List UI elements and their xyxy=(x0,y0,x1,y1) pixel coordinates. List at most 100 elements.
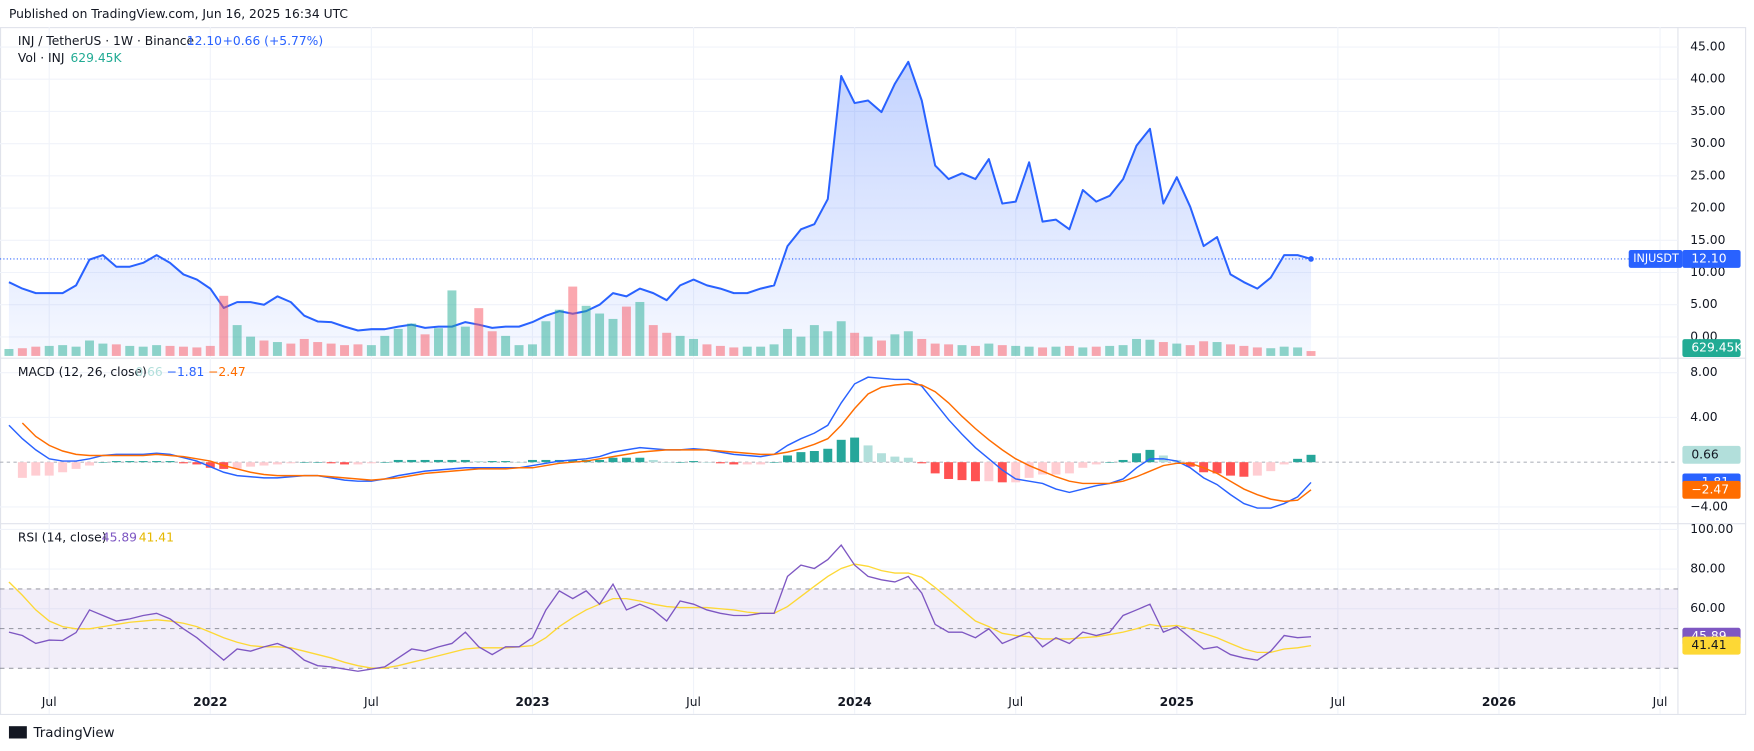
histogram-bar xyxy=(702,462,712,463)
volume-bar xyxy=(930,343,940,356)
volume-bar xyxy=(1078,347,1088,356)
histogram-bar xyxy=(31,462,41,476)
histogram-bar xyxy=(608,457,618,463)
volume-bar xyxy=(85,340,94,356)
volume-bar xyxy=(1306,351,1316,356)
volume-bar xyxy=(675,335,685,356)
volume-bar xyxy=(380,335,390,356)
y-tick-label: 80.00 xyxy=(1690,562,1725,576)
histogram-bar xyxy=(272,462,282,465)
last-price-dot xyxy=(1308,256,1314,262)
last-price-label-box xyxy=(1682,250,1741,268)
volume-bar xyxy=(729,347,739,356)
volume-bar xyxy=(527,344,537,356)
volume-bar xyxy=(326,343,336,356)
histogram-bar xyxy=(1185,462,1195,467)
rsi-value-label: 41.41 xyxy=(1691,638,1726,652)
volume-bar xyxy=(393,328,403,356)
histogram-bar xyxy=(1266,462,1276,472)
histogram-bar xyxy=(1038,462,1048,475)
logo-mark xyxy=(8,726,27,739)
y-tick-label: 60.00 xyxy=(1690,601,1725,615)
volume-bar xyxy=(71,346,81,356)
macd-legend: MACD (12, 26, close) xyxy=(18,365,147,379)
volume-bar xyxy=(501,335,511,356)
macd-value-label-box xyxy=(1682,445,1741,464)
volume-bar xyxy=(31,346,41,356)
histogram-bar xyxy=(299,462,309,463)
histogram-bar xyxy=(783,455,792,463)
volume-bar xyxy=(125,345,135,356)
histogram-bar xyxy=(1078,462,1088,468)
volume-bar xyxy=(474,308,484,356)
histogram-bar xyxy=(877,453,886,463)
volume-bar xyxy=(340,345,350,356)
y-tick-label: 30.00 xyxy=(1690,136,1725,150)
rsi-legend: RSI (14, close) xyxy=(18,531,107,545)
histogram-bar xyxy=(595,459,605,463)
histogram-bar xyxy=(326,462,336,464)
histogram-bar xyxy=(407,459,417,463)
histogram-bar xyxy=(1011,462,1021,483)
price-change: +0.66 (+5.77%) xyxy=(223,34,324,48)
volume-bar xyxy=(178,346,188,356)
volume-bar xyxy=(1105,345,1115,356)
histogram-bar xyxy=(823,448,833,463)
volume-bar xyxy=(715,345,725,356)
volume-bar xyxy=(434,328,443,356)
histogram-bar xyxy=(380,462,390,463)
histogram-bar xyxy=(501,461,511,463)
volume-bar xyxy=(984,343,994,356)
histogram-bar xyxy=(1226,462,1235,476)
volume-bar xyxy=(420,334,430,356)
histogram-bar xyxy=(541,459,551,463)
volume-bar xyxy=(407,323,417,356)
volume-bar xyxy=(192,347,202,356)
x-tick-label: Jul xyxy=(1007,695,1023,709)
histogram-bar xyxy=(313,462,323,463)
histogram-bar xyxy=(98,462,108,463)
volume-bar xyxy=(460,326,470,356)
x-tick-label: 2026 xyxy=(1482,695,1516,709)
volume-bar xyxy=(286,343,296,356)
rsi-value: 45.89 xyxy=(102,531,137,545)
volume-bar xyxy=(219,295,229,356)
published-note: Published on TradingView.com, Jun 16, 20… xyxy=(9,7,348,21)
histogram-bar xyxy=(17,462,27,478)
symbol-box xyxy=(1628,250,1683,268)
histogram-bar xyxy=(1145,449,1155,463)
volume-bar xyxy=(447,290,457,356)
price-area xyxy=(8,61,1312,356)
macd-signal-value: −2.47 xyxy=(208,365,246,379)
y-tick-label: −4.00 xyxy=(1690,499,1728,513)
volume-bar xyxy=(917,338,927,356)
histogram-bar xyxy=(474,461,484,463)
histogram-bar xyxy=(944,462,954,479)
volume-bar xyxy=(487,331,497,356)
x-tick-label: Jul xyxy=(363,695,379,709)
histogram-bar xyxy=(756,462,766,465)
histogram-bar xyxy=(1239,462,1249,477)
volume-bar xyxy=(608,318,618,356)
histogram-bar xyxy=(286,462,296,464)
x-tick-label: 2025 xyxy=(1160,695,1194,709)
x-tick-label: 2023 xyxy=(515,695,549,709)
volume-bar xyxy=(205,345,215,356)
volume-bar xyxy=(809,325,819,356)
histogram-bar xyxy=(434,459,443,463)
volume-label: 629.45K xyxy=(1691,341,1743,355)
volume-bar xyxy=(138,346,148,356)
y-tick-label: 8.00 xyxy=(1690,365,1717,379)
volume-bar xyxy=(1172,343,1182,356)
volume-bar xyxy=(1158,342,1168,356)
histogram-bar xyxy=(353,462,363,465)
x-tick-label: Jul xyxy=(41,695,57,709)
volume-bar xyxy=(111,344,121,356)
volume-bar xyxy=(970,345,980,356)
histogram-bar xyxy=(970,462,980,482)
histogram-bar xyxy=(769,462,779,463)
last-price: 12.10 xyxy=(187,34,222,48)
volume-bar xyxy=(58,345,68,356)
histogram-bar xyxy=(44,462,54,476)
histogram-bar xyxy=(420,459,430,463)
